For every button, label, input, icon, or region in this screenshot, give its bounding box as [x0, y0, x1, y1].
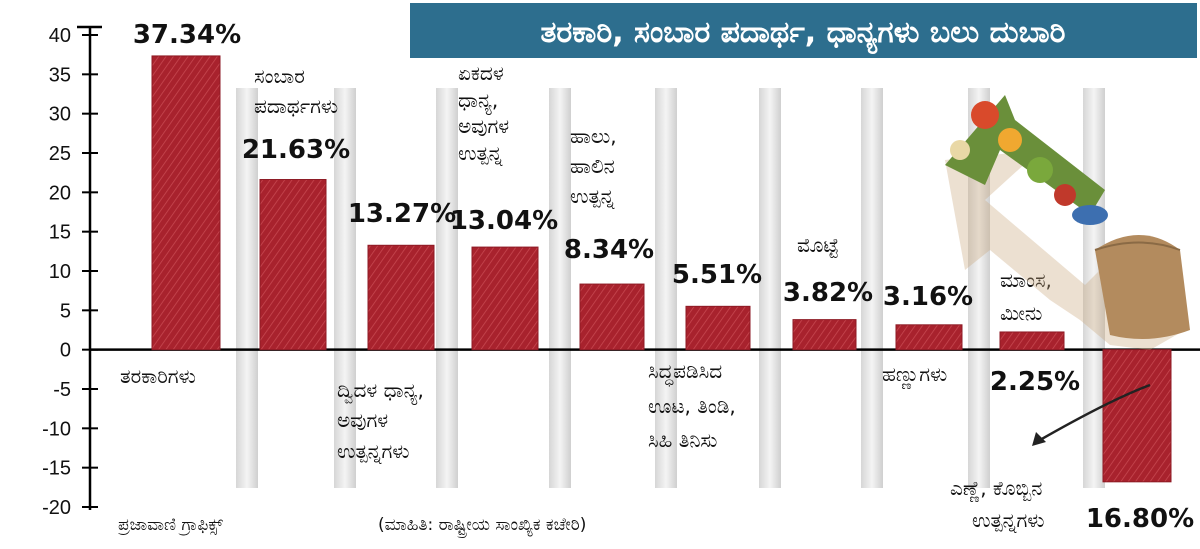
value-label: 3.82% — [783, 278, 873, 308]
y-tick-label: -5 — [53, 379, 71, 401]
category-label: ಉತ್ಪನ್ನಗಳು — [337, 439, 410, 464]
bar — [895, 324, 963, 351]
bar — [999, 331, 1065, 351]
category-label: ಅವುಗಳ — [458, 114, 509, 138]
background-pillar — [236, 88, 258, 488]
category-label: ಮಾಂಸ, — [1000, 268, 1052, 292]
category-label: ಮೀನು — [1000, 301, 1042, 325]
category-label: ಹಾಲಿನ — [570, 154, 615, 178]
category-label: ಊಟ, ತಿಂಡಿ, — [648, 394, 736, 418]
category-label: ಉತ್ಪನ್ನ — [570, 184, 615, 209]
category-label: ಸಿಹಿ ತಿನಿಸು — [648, 428, 717, 452]
category-label: ದ್ವಿದಳ ಧಾನ್ಯ, — [337, 378, 424, 405]
y-tick-label: -20 — [42, 497, 71, 519]
bar — [1102, 349, 1172, 483]
category-label: ಸಿದ್ಧಪಡಿಸಿದ — [648, 359, 722, 387]
bar — [792, 319, 857, 351]
title-text: ತರಕಾರಿ, ಸಂಬಾರ ಪದಾರ್ಥ, ಧಾನ್ಯಗಳು ಬಲು ದುಬಾರ… — [541, 15, 1066, 55]
background-pillar — [436, 88, 458, 488]
y-tick-label: 5 — [60, 300, 71, 322]
category-label: ಧಾನ್ಯ, — [458, 88, 498, 115]
y-tick-label: 25 — [49, 143, 71, 165]
y-tick-label: -15 — [42, 458, 71, 480]
bars — [151, 55, 1172, 483]
category-label: ಹಣ್ಣುಗಳು — [882, 362, 947, 389]
chart-title: ತರಕಾರಿ, ಸಂಬಾರ ಪದಾರ್ಥ, ಧಾನ್ಯಗಳು ಬಲು ದುಬಾರ… — [410, 3, 1197, 58]
bar — [471, 246, 539, 351]
category-label: ತರಕಾರಿಗಳು — [120, 364, 196, 388]
value-label: 21.63% — [242, 135, 350, 165]
bar — [367, 244, 435, 351]
category-label: ಮೊಟ್ಟೆ — [797, 233, 839, 258]
category-label: ಪದಾರ್ಥಗಳು — [254, 94, 338, 118]
labels: 37.34% ತರಕಾರಿಗಳು 21.63% ಸಂಬಾರ ಪದಾರ್ಥಗಳು 13.27… — [120, 20, 1194, 534]
y-tick-label: 20 — [49, 182, 71, 204]
value-label: 13.27% — [348, 199, 456, 229]
category-label: ಸಂಬಾರ — [254, 64, 305, 88]
y-tick-label: 15 — [49, 222, 71, 244]
category-label: ಹಾಲು, — [570, 124, 617, 148]
background-pillar — [549, 88, 571, 488]
category-label: ಅವುಗಳ — [337, 408, 388, 432]
category-label: ಉತ್ಪನ್ನಗಳು — [972, 508, 1045, 533]
category-label: ಉತ್ಪನ್ನ — [458, 141, 503, 166]
category-label: ಎಣ್ಣೆ, ಕೊಬ್ಬಿನ — [950, 476, 1042, 502]
source-text: (ಮಾಹಿತಿ: ರಾಷ್ಟ್ರೀಯ ಸಾಂಖ್ಯಿಕ ಕಚೇರಿ) — [378, 515, 586, 538]
y-tick-label: 40 — [49, 25, 71, 47]
background-pillar — [968, 88, 990, 488]
bar — [579, 283, 645, 351]
credit-text: ಪ್ರಜಾವಾಣಿ ಗ್ರಾಫಿಕ್ಸ್ — [118, 515, 224, 536]
y-tick-label: 30 — [49, 104, 71, 126]
value-label: 2.25% — [990, 367, 1080, 397]
y-tick-label: 35 — [49, 64, 71, 86]
value-label: 8.34% — [564, 235, 654, 265]
y-tick-label: 10 — [49, 261, 71, 283]
value-label: 13.04% — [450, 206, 558, 236]
value-label: 16.80% — [1086, 504, 1194, 534]
background-pillar — [334, 88, 356, 488]
value-label: 3.16% — [883, 282, 973, 312]
y-tick-label: -10 — [42, 418, 71, 440]
background-pillar — [861, 88, 883, 488]
vegetable-arrow-icon — [945, 95, 1190, 446]
bar — [259, 179, 327, 351]
value-label: 5.51% — [672, 260, 762, 290]
background-pillar — [655, 88, 677, 488]
bar — [685, 305, 751, 351]
value-label: 37.34% — [133, 20, 241, 50]
y-tick-label: 0 — [60, 340, 71, 362]
bar — [151, 55, 221, 351]
background-pillar — [759, 88, 781, 488]
category-label: ಏಕದಳ — [458, 61, 504, 85]
